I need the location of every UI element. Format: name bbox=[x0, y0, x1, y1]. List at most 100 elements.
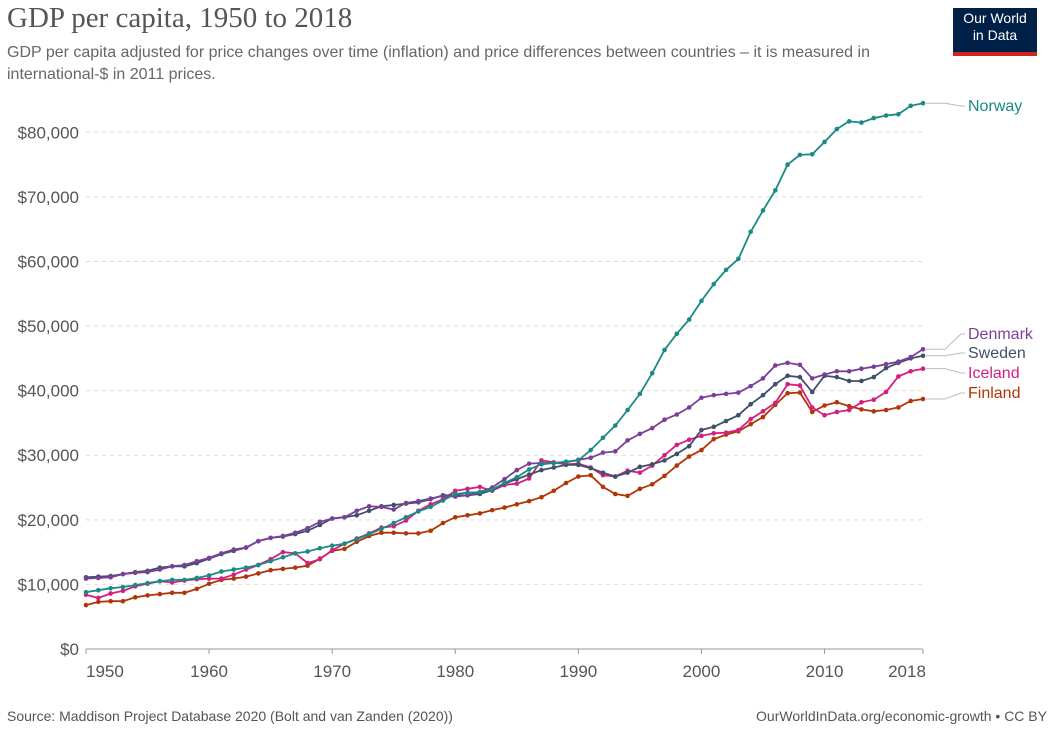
series-label-denmark[interactable]: Denmark bbox=[968, 326, 1034, 343]
data-point-norway bbox=[489, 487, 495, 492]
data-point-finland bbox=[699, 447, 704, 453]
data-point-sweden bbox=[736, 412, 741, 418]
data-point-iceland bbox=[834, 409, 840, 415]
series-label-norway[interactable]: Norway bbox=[968, 98, 1022, 115]
data-point-finland bbox=[600, 484, 606, 490]
data-point-iceland bbox=[760, 409, 766, 414]
data-point-norway bbox=[883, 113, 889, 118]
data-point-sweden bbox=[797, 374, 803, 380]
data-point-iceland bbox=[526, 476, 532, 481]
data-point-norway bbox=[662, 347, 667, 353]
data-point-denmark bbox=[403, 500, 409, 506]
data-point-finland bbox=[760, 414, 766, 420]
data-point-norway bbox=[637, 391, 643, 397]
data-point-finland bbox=[822, 403, 827, 408]
series-label-iceland[interactable]: Iceland bbox=[968, 365, 1020, 382]
y-tick-label: $20,000 bbox=[18, 511, 79, 530]
data-point-iceland bbox=[403, 518, 409, 523]
data-point-norway bbox=[723, 267, 729, 273]
data-point-denmark bbox=[588, 455, 593, 461]
data-point-finland bbox=[920, 396, 926, 402]
series-label-sweden[interactable]: Sweden bbox=[968, 345, 1026, 362]
data-point-norway bbox=[699, 298, 704, 304]
data-point-norway bbox=[736, 256, 741, 262]
data-point-finland bbox=[342, 546, 347, 552]
x-tick-label: 1970 bbox=[313, 662, 351, 681]
data-point-finland bbox=[145, 593, 150, 598]
data-point-norway bbox=[169, 577, 175, 583]
data-point-norway bbox=[231, 567, 237, 572]
data-point-norway bbox=[132, 582, 138, 588]
data-point-norway bbox=[625, 407, 630, 413]
series-label-finland[interactable]: Finland bbox=[968, 385, 1020, 402]
data-point-iceland bbox=[674, 442, 680, 448]
label-connector bbox=[926, 333, 965, 350]
data-point-iceland bbox=[686, 437, 692, 443]
data-point-norway bbox=[797, 152, 803, 158]
data-point-norway bbox=[539, 461, 544, 467]
data-point-sweden bbox=[748, 401, 753, 407]
data-point-sweden bbox=[834, 374, 840, 380]
data-point-denmark bbox=[83, 576, 89, 581]
data-point-norway bbox=[317, 545, 323, 551]
data-point-norway bbox=[452, 491, 458, 497]
data-point-iceland bbox=[120, 588, 126, 594]
owid-logo[interactable]: Our World in Data bbox=[953, 8, 1037, 56]
data-point-norway bbox=[379, 526, 384, 532]
y-tick-label: $30,000 bbox=[18, 446, 79, 465]
data-point-denmark bbox=[342, 514, 347, 520]
data-point-sweden bbox=[649, 461, 655, 467]
data-point-iceland bbox=[859, 399, 864, 405]
data-point-iceland bbox=[896, 374, 901, 379]
data-point-norway bbox=[219, 569, 224, 574]
data-point-norway bbox=[366, 531, 372, 537]
data-point-norway bbox=[280, 554, 286, 560]
data-point-sweden bbox=[637, 464, 643, 470]
data-point-denmark bbox=[686, 405, 692, 410]
data-point-denmark bbox=[194, 558, 200, 564]
grid-lines bbox=[86, 131, 923, 650]
data-point-finland bbox=[551, 488, 557, 494]
data-point-finland bbox=[637, 486, 643, 492]
data-point-finland bbox=[612, 491, 618, 497]
data-point-iceland bbox=[699, 433, 704, 439]
data-point-finland bbox=[108, 598, 113, 604]
data-point-denmark bbox=[354, 508, 360, 514]
data-point-iceland bbox=[231, 572, 237, 578]
footer-link[interactable]: OurWorldInData.org/economic-growth • CC … bbox=[756, 708, 1047, 724]
x-tick-label: 2010 bbox=[806, 662, 844, 681]
data-point-finland bbox=[846, 403, 852, 409]
label-connector bbox=[926, 352, 965, 357]
data-point-denmark bbox=[772, 363, 778, 368]
data-point-norway bbox=[772, 188, 778, 193]
data-point-norway bbox=[108, 585, 113, 591]
data-point-denmark bbox=[243, 545, 249, 550]
y-tick-label: $0 bbox=[60, 640, 79, 659]
data-point-iceland bbox=[797, 383, 803, 388]
data-point-finland bbox=[859, 407, 864, 412]
data-point-denmark bbox=[305, 525, 310, 531]
data-point-iceland bbox=[809, 405, 815, 410]
y-tick-label: $10,000 bbox=[18, 575, 79, 594]
data-point-denmark bbox=[649, 425, 655, 431]
data-point-denmark bbox=[256, 538, 261, 544]
data-point-sweden bbox=[711, 424, 717, 430]
series-labels: Norway Denmark Sweden Iceland Finland bbox=[926, 98, 1034, 402]
data-point-finland bbox=[576, 474, 581, 479]
data-point-norway bbox=[711, 281, 717, 287]
data-point-sweden bbox=[539, 467, 544, 473]
data-point-norway bbox=[576, 458, 581, 463]
data-point-sweden bbox=[883, 365, 889, 371]
data-point-norway bbox=[920, 100, 926, 106]
data-point-denmark bbox=[502, 476, 507, 482]
data-point-denmark bbox=[600, 450, 606, 455]
data-point-finland bbox=[280, 566, 286, 572]
data-point-sweden bbox=[760, 392, 766, 398]
data-point-sweden bbox=[317, 522, 323, 528]
data-point-iceland bbox=[920, 366, 926, 371]
data-point-denmark bbox=[785, 360, 790, 366]
data-point-denmark bbox=[428, 496, 433, 501]
data-point-sweden bbox=[551, 465, 557, 470]
data-point-norway bbox=[785, 162, 790, 167]
x-tick-label: 1990 bbox=[559, 662, 597, 681]
